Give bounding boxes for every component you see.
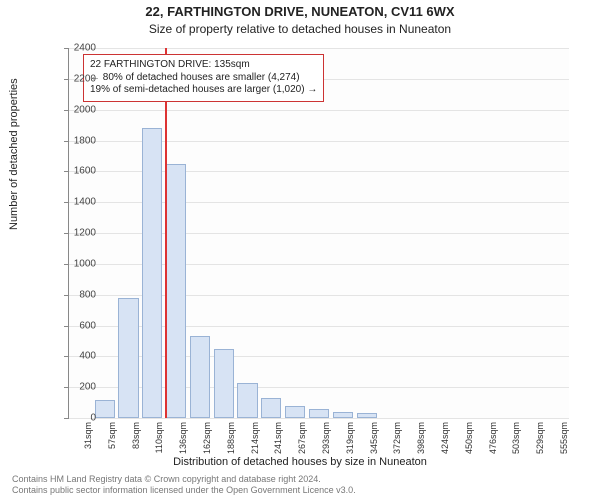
x-tick-label: 398sqm xyxy=(416,422,426,482)
y-tick-label: 2000 xyxy=(56,104,96,115)
plot-area: 22 FARTHINGTON DRIVE: 135sqm ← 80% of de… xyxy=(68,48,569,419)
x-tick-label: 345sqm xyxy=(369,422,379,482)
histogram-bar xyxy=(214,349,234,418)
annotation-line-1: 22 FARTHINGTON DRIVE: 135sqm xyxy=(90,59,317,72)
y-axis-label: Number of detached properties xyxy=(8,78,20,230)
x-tick-label: 555sqm xyxy=(559,422,569,482)
histogram-bar xyxy=(237,383,257,418)
y-tick-label: 1600 xyxy=(56,166,96,177)
title-line-1: 22, FARTHINGTON DRIVE, NUNEATON, CV11 6W… xyxy=(0,4,600,19)
title-line-2: Size of property relative to detached ho… xyxy=(0,22,600,36)
gridline xyxy=(69,48,569,49)
y-tick-label: 1000 xyxy=(56,258,96,269)
y-tick-label: 800 xyxy=(56,289,96,300)
histogram-bar xyxy=(95,400,115,418)
footer-line-2: Contains public sector information licen… xyxy=(12,485,356,496)
x-tick-label: 188sqm xyxy=(226,422,236,482)
histogram-bar xyxy=(261,398,281,418)
y-tick-label: 1800 xyxy=(56,135,96,146)
histogram-bar xyxy=(118,298,138,418)
y-tick-label: 2200 xyxy=(56,73,96,84)
x-tick-label: 319sqm xyxy=(345,422,355,482)
x-tick-label: 293sqm xyxy=(321,422,331,482)
reference-line xyxy=(165,48,167,418)
x-tick-label: 162sqm xyxy=(202,422,212,482)
annotation-box: 22 FARTHINGTON DRIVE: 135sqm ← 80% of de… xyxy=(83,54,324,102)
x-tick-label: 424sqm xyxy=(440,422,450,482)
histogram-bar xyxy=(285,406,305,418)
x-tick-label: 267sqm xyxy=(297,422,307,482)
annotation-line-2: ← 80% of detached houses are smaller (4,… xyxy=(90,72,317,85)
annotation-line-3: 19% of semi-detached houses are larger (… xyxy=(90,84,317,97)
x-tick-label: 214sqm xyxy=(250,422,260,482)
x-tick-label: 529sqm xyxy=(535,422,545,482)
y-tick-label: 200 xyxy=(56,382,96,393)
x-tick-label: 503sqm xyxy=(511,422,521,482)
y-tick-label: 1200 xyxy=(56,228,96,239)
x-tick-label: 450sqm xyxy=(464,422,474,482)
x-tick-label: 110sqm xyxy=(154,422,164,482)
y-tick-label: 400 xyxy=(56,351,96,362)
x-tick-label: 57sqm xyxy=(107,422,117,482)
histogram-bar xyxy=(309,409,329,418)
x-tick-label: 372sqm xyxy=(392,422,402,482)
y-tick-label: 1400 xyxy=(56,197,96,208)
x-tick-label: 476sqm xyxy=(488,422,498,482)
gridline xyxy=(69,418,569,419)
y-tick-label: 600 xyxy=(56,320,96,331)
chart-container: 22, FARTHINGTON DRIVE, NUNEATON, CV11 6W… xyxy=(0,0,600,500)
x-tick-label: 83sqm xyxy=(131,422,141,482)
x-tick-label: 31sqm xyxy=(83,422,93,482)
histogram-bar xyxy=(190,336,210,418)
histogram-bar xyxy=(166,164,186,418)
y-tick-label: 2400 xyxy=(56,43,96,54)
histogram-bar xyxy=(357,413,377,418)
gridline xyxy=(69,110,569,111)
x-tick-label: 136sqm xyxy=(178,422,188,482)
histogram-bar xyxy=(142,128,162,418)
x-tick-label: 241sqm xyxy=(273,422,283,482)
histogram-bar xyxy=(333,412,353,418)
